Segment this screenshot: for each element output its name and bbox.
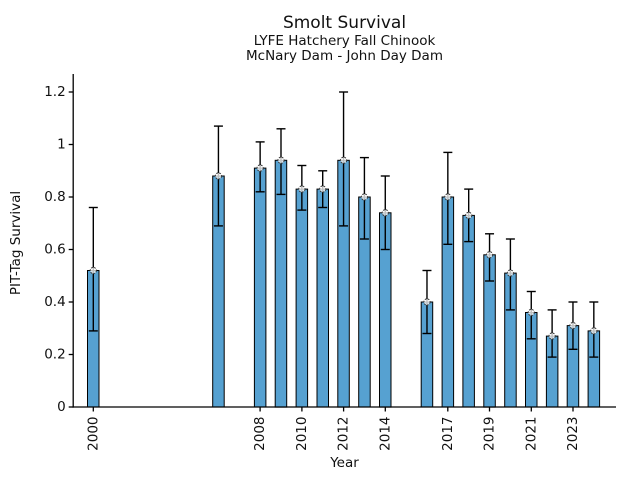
marker-2014 — [381, 209, 389, 217]
marker-2021 — [527, 308, 535, 317]
y-tick-label-0.2: 0.2 — [44, 347, 65, 363]
y-tick-label-0.4: 0.4 — [44, 294, 65, 310]
bar-2009 — [274, 159, 288, 408]
x-tick-label-2010: 2010 — [294, 417, 310, 451]
marker-2017 — [444, 193, 452, 201]
y-tick-label-1: 1 — [57, 137, 66, 153]
marker-2020 — [506, 269, 514, 277]
marker-2013 — [360, 193, 369, 201]
x-tick-label-2014: 2014 — [377, 417, 393, 451]
bar-2008 — [253, 167, 267, 408]
x-tick-label-2017: 2017 — [440, 417, 456, 451]
marker-2022 — [548, 332, 556, 340]
y-tick-label-0.6: 0.6 — [44, 242, 65, 258]
chart-subtitle-line2: McNary Dam - John Day Dam — [246, 48, 443, 64]
y-tick-label-0.8: 0.8 — [44, 189, 65, 205]
marker-2006 — [214, 172, 223, 180]
x-tick-label-2012: 2012 — [336, 417, 352, 451]
y-tick-label-1.2: 1.2 — [44, 84, 65, 100]
marker-2019 — [485, 251, 494, 259]
marker-2011 — [319, 185, 327, 193]
bar-2018 — [462, 214, 475, 408]
marker-2016 — [423, 298, 431, 306]
x-tick-label-2023: 2023 — [565, 417, 581, 451]
x-tick-label-2000: 2000 — [85, 417, 101, 451]
bar-2011 — [316, 188, 329, 408]
x-tick-label-2021: 2021 — [523, 417, 539, 451]
marker-2000 — [89, 266, 97, 275]
x-axis-label: Year — [330, 455, 359, 471]
marker-2012 — [339, 156, 348, 164]
bar-2010 — [295, 188, 309, 408]
marker-2023 — [569, 322, 577, 330]
y-tick-label-0: 0 — [57, 399, 66, 415]
marker-2009 — [277, 156, 285, 164]
chart-title: Smolt Survival — [282, 13, 407, 33]
marker-2024 — [590, 327, 598, 335]
marker-2010 — [298, 185, 306, 193]
chart-subtitle-line1: LYFE Hatchery Fall Chinook — [253, 33, 436, 49]
x-tick-label-2008: 2008 — [252, 417, 268, 451]
marker-2018 — [465, 211, 473, 219]
x-tick-label-2019: 2019 — [482, 417, 498, 451]
marker-2008 — [256, 164, 264, 172]
y-axis-label: PIT-Tag Survival — [8, 190, 24, 296]
